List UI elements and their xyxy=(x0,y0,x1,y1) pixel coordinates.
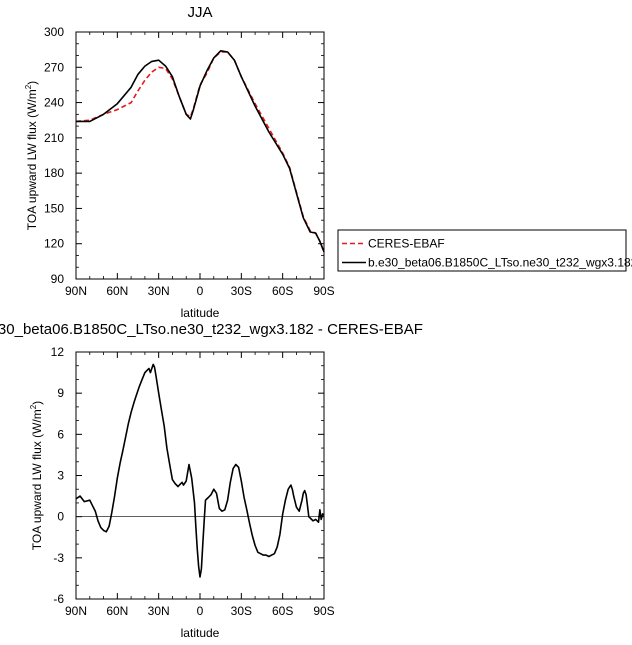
top-x-tick-label: 30S xyxy=(231,284,252,298)
legend-box xyxy=(337,229,627,272)
bottom-x-tick-label: 30N xyxy=(148,604,170,618)
top-x-tick-label: 90S xyxy=(313,284,334,298)
bottom-x-axis-label: latitude xyxy=(181,626,220,640)
bottom-y-axis-label: TOA upward LW flux (W/m2) xyxy=(29,401,44,550)
bottom-x-tick-label: 90N xyxy=(65,604,87,618)
top-y-tick-label: 150 xyxy=(44,201,64,215)
top-plot-frame xyxy=(75,31,325,280)
bottom-x-tick-label: 90S xyxy=(313,604,334,618)
top-x-tick-label: 90N xyxy=(65,284,87,298)
bottom-chart-title: b.e30_beta06.B1850C_LTso.ne30_t232_wgx3.… xyxy=(0,321,423,338)
top-x-tick-label: 30N xyxy=(148,284,170,298)
top-y-tick-label: 270 xyxy=(44,60,64,74)
legend-label-model: b.e30_beta06.B1850C_LTso.ne30_t232_wgx3.… xyxy=(368,256,632,270)
top-plot-area: 90N 60N 30N 0 30S 60S 90S 90 120 150 180 210 240 270 3… xyxy=(44,25,335,298)
top-series-line-0 xyxy=(75,51,325,253)
bottom-x-tick-label: 60S xyxy=(272,604,293,618)
top-y-tick-label: 120 xyxy=(44,237,64,251)
top-x-tick-label: 60S xyxy=(272,284,293,298)
bottom-plot-area: 90N 60N 30N 0 30S 60S 90S -6 -3 0 3 6 9 12 xyxy=(51,345,335,618)
bottom-plot-frame xyxy=(75,351,325,600)
top-y-tick-label: 240 xyxy=(44,96,64,110)
top-y-axis-label: TOA upward LW flux (W/m2) xyxy=(24,81,39,230)
bottom-y-tick-label: 12 xyxy=(51,345,65,359)
chart-legend: CERES-EBAF b.e30_beta06.B1850C_LTso.ne30… xyxy=(337,229,632,272)
top-x-axis-label: latitude xyxy=(181,306,220,320)
bottom-x-tick-label: 30S xyxy=(231,604,252,618)
top-x-tick-label: 0 xyxy=(197,284,204,298)
top-y-tick-label: 300 xyxy=(44,25,64,39)
top-y-tick-label: 90 xyxy=(51,272,65,286)
bottom-y-tick-label: 3 xyxy=(57,469,64,483)
bottom-y-tick-label: 6 xyxy=(57,427,64,441)
bottom-y-tick-label: 0 xyxy=(57,510,64,524)
bottom-x-tick-label: 0 xyxy=(197,604,204,618)
top-chart-title: JJA xyxy=(187,4,212,21)
bottom-panel: b.e30_beta06.B1850C_LTso.ne30_t232_wgx3.… xyxy=(0,321,423,640)
bottom-series-line-0 xyxy=(75,363,325,578)
top-panel: JJA 90N 60N 30N 0 30S 60S 90S 90 120 150 180 210 240… xyxy=(24,4,335,320)
bottom-y-tick-label: -6 xyxy=(53,592,64,606)
top-x-tick-label: 60N xyxy=(106,284,128,298)
top-y-tick-label: 180 xyxy=(44,166,64,180)
bottom-x-tick-label: 60N xyxy=(106,604,128,618)
bottom-y-tick-label: -3 xyxy=(53,551,64,565)
bottom-y-tick-label: 9 xyxy=(57,386,64,400)
top-y-tick-label: 210 xyxy=(44,131,64,145)
top-series-line-1 xyxy=(76,50,325,253)
legend-label-ceres: CERES-EBAF xyxy=(368,237,445,251)
